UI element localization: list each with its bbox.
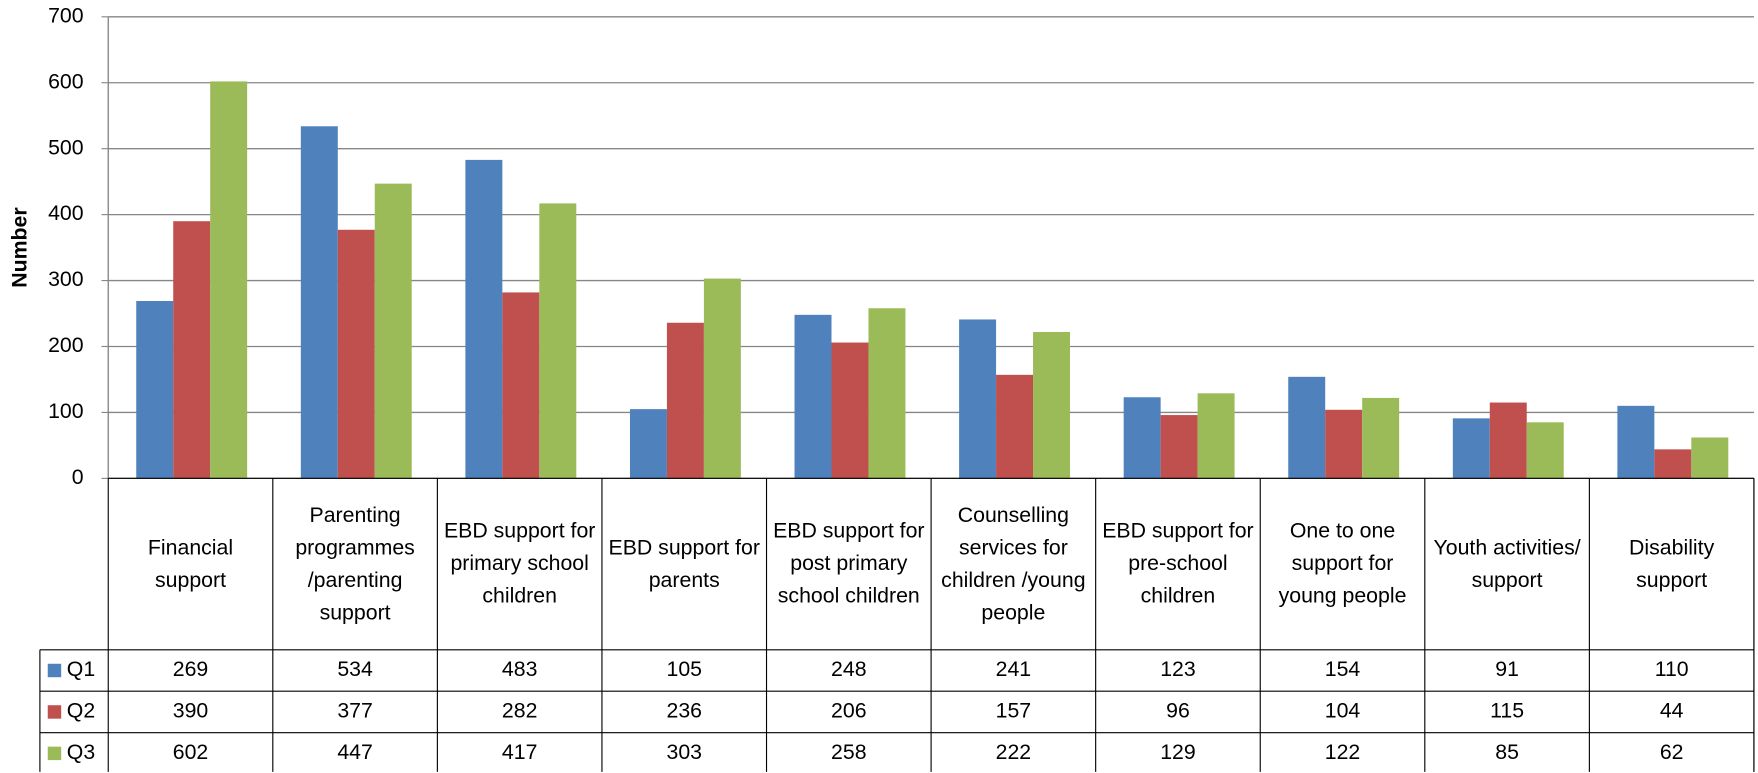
bar: [1452, 418, 1490, 479]
category-label: EBD support for primary school children: [443, 519, 596, 609]
bar: [666, 322, 704, 479]
table-value: 602: [173, 740, 208, 764]
table-value: 105: [666, 657, 701, 681]
category-label-box: Counselling services for children /young…: [941, 503, 1086, 625]
bar: [1526, 422, 1564, 479]
bar: [996, 374, 1034, 479]
category-label: Youth activities/ support: [1433, 536, 1581, 593]
category-label-box: One to one support for young people: [1278, 519, 1407, 609]
bar: [703, 278, 741, 479]
table-value: 534: [337, 657, 373, 681]
table-value: 377: [337, 699, 372, 723]
table-value: 483: [502, 657, 537, 681]
table-value: 110: [1655, 657, 1689, 681]
bar: [629, 409, 667, 479]
y-tick-label: 700: [48, 3, 83, 27]
table-value: 96: [1166, 699, 1190, 723]
y-tick-label: 100: [48, 399, 83, 423]
bar: [868, 308, 906, 479]
bar: [1123, 397, 1161, 479]
category-label: EBD support for parents: [608, 536, 760, 593]
legend-label: Q3: [67, 740, 95, 764]
category-label-box: EBD support for parents: [608, 536, 760, 593]
bar: [1288, 376, 1326, 479]
bar: [173, 221, 211, 479]
table-value: 236: [666, 699, 701, 723]
category-label-box: Disability support: [1629, 536, 1715, 593]
category-label: Counselling services for children /young…: [941, 503, 1086, 625]
bar: [1033, 331, 1071, 479]
legend-label: Q1: [67, 657, 95, 681]
legend-label: Q2: [67, 699, 95, 723]
category-label-box: EBD support for pre-school children: [1102, 519, 1254, 609]
bar: [959, 319, 997, 479]
table-value: 85: [1495, 740, 1519, 764]
table-value: 44: [1660, 699, 1684, 723]
y-tick-label: 0: [72, 465, 84, 489]
table-value: 62: [1660, 740, 1684, 764]
bar: [831, 342, 869, 479]
table-value: 258: [831, 740, 866, 764]
y-axis-label: Number: [7, 207, 31, 287]
table-value: 122: [1325, 740, 1360, 764]
y-tick-label: 500: [48, 135, 83, 159]
category-label-box: Parenting programmes /parenting support: [295, 503, 415, 625]
bar: [337, 229, 375, 479]
table-value: 154: [1325, 657, 1361, 681]
bar: [794, 314, 832, 479]
category-label: One to one support for young people: [1278, 519, 1407, 609]
table-value: 104: [1325, 699, 1361, 723]
bar: [1325, 409, 1363, 479]
table-value: 241: [996, 657, 1031, 681]
bar: [300, 126, 338, 479]
bar: [502, 292, 540, 479]
bar: [136, 300, 174, 479]
bar: [1160, 415, 1198, 479]
y-tick-label: 400: [48, 201, 83, 225]
legend-swatch: [47, 705, 62, 719]
bar: [1654, 449, 1692, 479]
table-value: 303: [666, 740, 701, 764]
category-label-box: EBD support for post primary school chil…: [773, 519, 925, 609]
category-label: Disability support: [1629, 536, 1715, 593]
bar: [1691, 437, 1729, 479]
table-value: 248: [831, 657, 866, 681]
table-value: 115: [1490, 699, 1524, 723]
legend-swatch: [47, 663, 62, 678]
legend-swatch: [47, 746, 62, 761]
bar: [539, 203, 577, 479]
category-label-box: EBD support for primary school children: [443, 519, 596, 609]
table-value: 282: [502, 699, 537, 723]
table-value: 390: [173, 699, 208, 723]
y-tick-label: 300: [48, 267, 83, 291]
table-value: 417: [502, 740, 537, 764]
table-value: 157: [996, 699, 1031, 723]
bar: [465, 159, 503, 479]
table-value: 123: [1160, 657, 1195, 681]
bar: [1362, 397, 1400, 479]
bar: [1617, 405, 1655, 479]
table-value: 91: [1495, 657, 1519, 681]
category-label: EBD support for pre-school children: [1102, 519, 1254, 609]
bar: [374, 183, 412, 479]
category-label: Parenting programmes /parenting support: [295, 503, 415, 625]
bar: [1489, 402, 1527, 479]
category-label: Financial support: [147, 536, 234, 593]
bar: [1197, 393, 1235, 479]
table-value: 447: [337, 740, 372, 764]
table-value: 129: [1160, 740, 1195, 764]
category-label: EBD support for post primary school chil…: [773, 519, 925, 609]
table-value: 222: [996, 740, 1031, 764]
category-label-box: Youth activities/ support: [1433, 536, 1581, 593]
y-tick-label: 600: [48, 69, 83, 93]
table-value: 269: [173, 657, 208, 681]
category-label-box: Financial support: [147, 536, 234, 593]
bar: [210, 81, 248, 479]
table-value: 206: [831, 699, 866, 723]
y-tick-label: 200: [48, 333, 83, 357]
